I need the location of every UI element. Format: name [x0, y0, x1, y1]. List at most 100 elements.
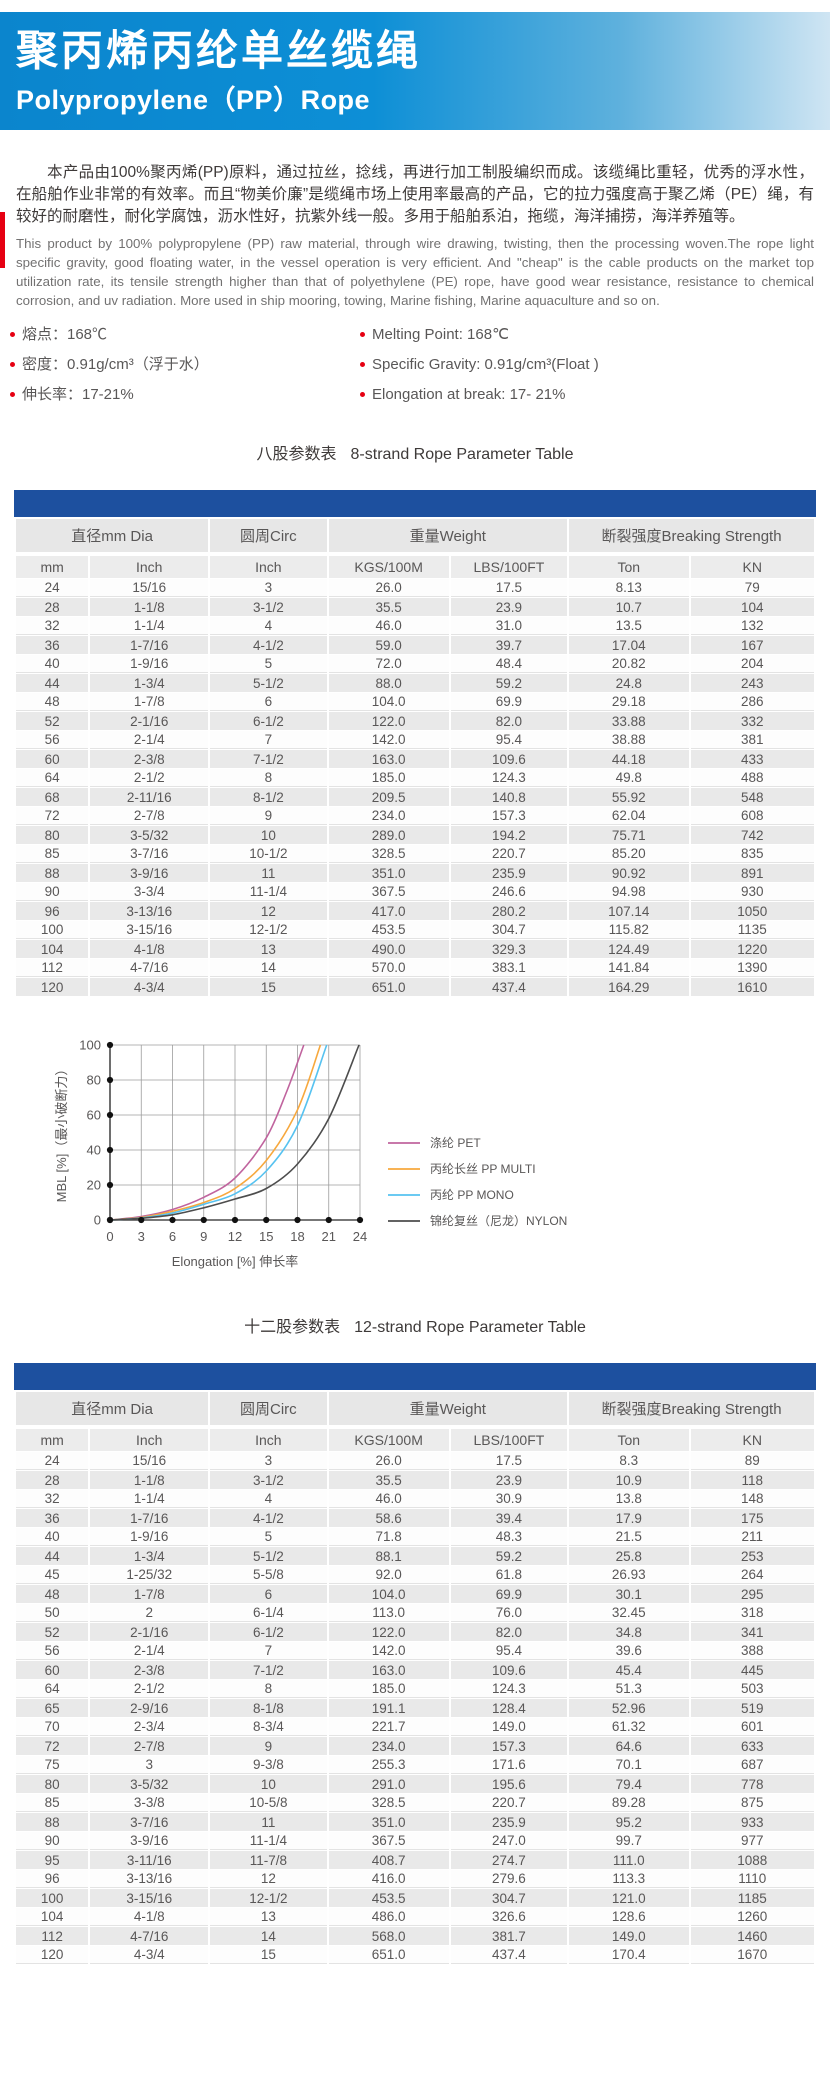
table-cell: 1-7/16	[90, 1509, 209, 1527]
table-cell: 3	[210, 579, 327, 597]
table-cell: 157.3	[450, 807, 568, 825]
table-cell: 3-9/16	[90, 1832, 209, 1850]
table-cell: 5-5/8	[210, 1566, 327, 1584]
table-cell: 445	[690, 1661, 814, 1679]
table-cell: 70	[16, 1718, 89, 1736]
table-cell: 304.7	[450, 1889, 568, 1907]
table-cell: 687	[690, 1756, 814, 1774]
table-cell: 1260	[690, 1908, 814, 1926]
table-cell: 304.7	[450, 921, 568, 939]
table-cell: 1-25/32	[90, 1566, 209, 1584]
table-cell: 235.9	[450, 1813, 568, 1831]
table-cell: 381	[690, 731, 814, 749]
tick-marker	[106, 1111, 114, 1119]
column-header: mm	[16, 556, 89, 578]
table-cell: 39.6	[569, 1642, 689, 1660]
table-cell: 121.0	[569, 1889, 689, 1907]
column-header: KGS/100M	[328, 1429, 449, 1451]
table-title-12strand: 十二股参数表 12-strand Rope Parameter Table	[0, 1313, 830, 1337]
bullet-icon	[360, 332, 365, 337]
table-cell: 79.4	[569, 1775, 689, 1793]
table-cell: 171.6	[450, 1756, 568, 1774]
table-row: 28 1-1/8 3-1/2 35.5 23.9 10.9 118	[16, 1471, 814, 1489]
table-cell: 104.0	[328, 1585, 449, 1603]
table-cell: 570.0	[328, 959, 449, 977]
table-row: 100 3-15/16 12-1/2 453.5 304.7 121.0 1185	[16, 1889, 814, 1907]
table-row: 44 1-3/4 5-1/2 88.1 59.2 25.8 253	[16, 1547, 814, 1565]
series-line	[109, 1044, 360, 1221]
table-cell: 11-7/8	[210, 1851, 327, 1869]
table-cell: 89.28	[569, 1794, 689, 1812]
table-cell: 59.0	[328, 636, 449, 654]
tick-marker	[106, 1216, 114, 1224]
table-cell: 264	[690, 1566, 814, 1584]
x-tick-label: 24	[353, 1229, 367, 1244]
table-cell: 58.6	[328, 1509, 449, 1527]
table-cell: 4-7/16	[90, 959, 209, 977]
bullet-icon	[360, 362, 365, 367]
table-cell: 64.6	[569, 1737, 689, 1755]
table-cell: 14	[210, 959, 327, 977]
table-cell: 32	[16, 617, 89, 635]
table-cell: 28	[16, 598, 89, 616]
table-cell: 4-3/4	[90, 1946, 209, 1964]
x-tick-label: 9	[200, 1229, 207, 1244]
table-cell: 2-3/8	[90, 1661, 209, 1679]
table-cell: 149.0	[569, 1927, 689, 1945]
table-cell: 75	[16, 1756, 89, 1774]
tick-marker	[356, 1216, 364, 1224]
table-cell: 95.4	[450, 1642, 568, 1660]
y-tick-label: 80	[87, 1073, 101, 1088]
x-tick-label: 3	[138, 1229, 145, 1244]
table-cell: 12-1/2	[210, 1889, 327, 1907]
spec-elongation-cn: 伸长率：17-21%	[10, 380, 360, 410]
table-cell: 124.3	[450, 769, 568, 787]
table-row: 104 4-1/8 13 486.0 326.6 128.6 1260	[16, 1908, 814, 1926]
table-cell: 3-11/16	[90, 1851, 209, 1869]
table-cell: 52	[16, 712, 89, 730]
column-group-header: 圆周Circ	[210, 519, 327, 555]
table-cell: 69.9	[450, 1585, 568, 1603]
table-cell: 35.5	[328, 1471, 449, 1489]
table-cell: 40	[16, 655, 89, 673]
table-cell: 289.0	[328, 826, 449, 844]
table-cell: 778	[690, 1775, 814, 1793]
table-cell: 891	[690, 864, 814, 882]
table-cell: 92.0	[328, 1566, 449, 1584]
x-axis-label: Elongation [%] 伸长率	[172, 1254, 298, 1269]
table-cell: 48	[16, 693, 89, 711]
x-tick-label: 15	[259, 1229, 273, 1244]
table-cell: 32	[16, 1490, 89, 1508]
table-cell: 286	[690, 693, 814, 711]
table-row: 32 1-1/4 4 46.0 30.9 13.8 148	[16, 1490, 814, 1508]
header-banner: 聚丙烯丙纶单丝缆绳 Polypropylene（PP）Rope	[0, 12, 830, 130]
table-cell: 9	[210, 1737, 327, 1755]
table-cell: 60	[16, 1661, 89, 1679]
table-cell: 6-1/2	[210, 712, 327, 730]
spec-text: Specific Gravity: 0.91g/cm³(Float )	[372, 356, 599, 373]
y-tick-label: 100	[79, 1038, 101, 1053]
table-cell: 128.6	[569, 1908, 689, 1926]
table-cell: 88.1	[328, 1547, 449, 1565]
table-cell: 388	[690, 1642, 814, 1660]
table-cell: 453.5	[328, 1889, 449, 1907]
table-cell: 295	[690, 1585, 814, 1603]
table-cell: 6-1/2	[210, 1623, 327, 1641]
column-header: LBS/100FT	[450, 556, 568, 578]
table-cell: 367.5	[328, 1832, 449, 1850]
table-cell: 94.98	[569, 883, 689, 901]
table-cell: 341	[690, 1623, 814, 1641]
table-cell: 9-3/8	[210, 1756, 327, 1774]
spec-text: Melting Point: 168℃	[372, 326, 509, 343]
table-cell: 61.32	[569, 1718, 689, 1736]
table-cell: 64	[16, 1680, 89, 1698]
table-cell: 6-1/4	[210, 1604, 327, 1622]
column-group-header: 重量Weight	[328, 519, 568, 555]
table-row: 85 3-7/16 10-1/2 328.5 220.7 85.20 835	[16, 845, 814, 863]
table-cell: 326.6	[450, 1908, 568, 1926]
table-row: 96 3-13/16 12 417.0 280.2 107.14 1050	[16, 902, 814, 920]
table-row: 112 4-7/16 14 568.0 381.7 149.0 1460	[16, 1927, 814, 1945]
table-cell: 1050	[690, 902, 814, 920]
table-cell: 46.0	[328, 1490, 449, 1508]
table-row: 52 2-1/16 6-1/2 122.0 82.0 34.8 341	[16, 1623, 814, 1641]
